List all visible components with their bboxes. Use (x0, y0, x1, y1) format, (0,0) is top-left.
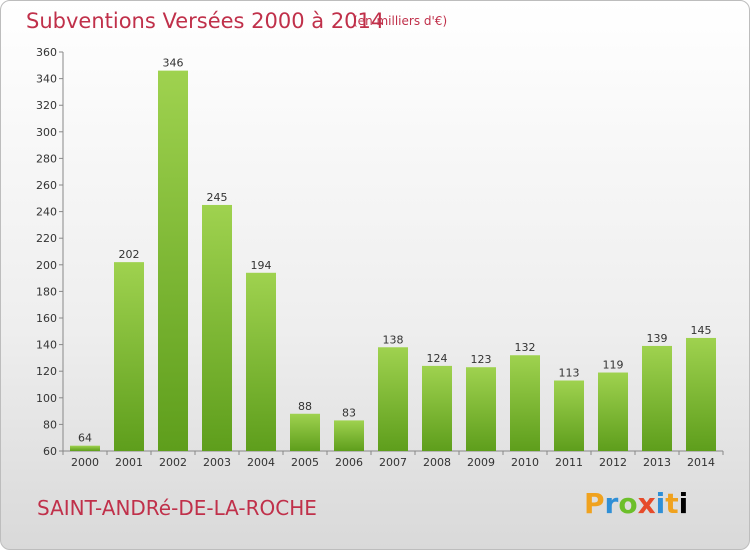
data-label: 139 (647, 332, 668, 345)
axes: 60 80 100 120 140 160 180 200 220 240 260 280 300 320… (36, 46, 724, 458)
bar (422, 365, 452, 451)
bar (466, 367, 496, 451)
y-tick-label: 220 (36, 232, 57, 245)
y-tick-label: 240 (36, 206, 57, 219)
x-tick-label: 2014 (687, 456, 715, 469)
bar (158, 70, 188, 452)
data-label: 145 (691, 324, 712, 337)
labels: 2000 64 2001 202 2002 346 2003 245 2004 194 2005 88… (71, 57, 715, 469)
bar (378, 347, 408, 451)
x-tick-label: 2005 (291, 456, 319, 469)
data-label: 119 (603, 359, 624, 372)
y-tick-label: 360 (36, 46, 57, 59)
bar (642, 345, 672, 451)
y-tick-label: 60 (43, 445, 57, 458)
bars (70, 70, 716, 452)
data-label: 346 (163, 57, 184, 70)
y-tick-label: 140 (36, 339, 57, 352)
bar (202, 204, 232, 451)
data-label: 194 (251, 259, 272, 272)
y-tick-label: 340 (36, 73, 57, 86)
y-tick-label: 260 (36, 179, 57, 192)
x-tick-label: 2002 (159, 456, 187, 469)
commune-name: SAINT-ANDRé-DE-LA-ROCHE (37, 496, 317, 520)
bar (554, 380, 584, 451)
bar (686, 337, 716, 451)
x-tick-label: 2004 (247, 456, 275, 469)
bar (334, 420, 364, 451)
x-tick-label: 2010 (511, 456, 539, 469)
x-tick-label: 2011 (555, 456, 583, 469)
data-label: 138 (383, 333, 404, 346)
bar (114, 262, 144, 451)
x-tick-label: 2006 (335, 456, 363, 469)
x-tick-label: 2013 (643, 456, 671, 469)
y-tick-label: 200 (36, 259, 57, 272)
data-label: 113 (559, 367, 580, 380)
data-label: 88 (298, 400, 312, 413)
y-tick-label: 180 (36, 285, 57, 298)
y-tick-label: 80 (43, 418, 57, 431)
y-tick-label: 280 (36, 152, 57, 165)
x-tick-label: 2001 (115, 456, 143, 469)
data-label: 132 (515, 341, 536, 354)
y-tick-label: 120 (36, 365, 57, 378)
data-label: 124 (427, 352, 448, 365)
y-tick-label: 160 (36, 312, 57, 325)
x-tick-label: 2003 (203, 456, 231, 469)
data-label: 83 (342, 406, 356, 419)
proxiti-logo: Proxiti (584, 487, 689, 520)
bar (290, 413, 320, 451)
y-tick-label: 100 (36, 392, 57, 405)
bar (598, 372, 628, 451)
x-tick-label: 2000 (71, 456, 99, 469)
x-tick-label: 2008 (423, 456, 451, 469)
bar (70, 445, 100, 451)
x-tick-label: 2009 (467, 456, 495, 469)
data-label: 245 (207, 191, 228, 204)
chart-title: Subventions Versées 2000 à 2014 (26, 9, 385, 33)
chart-subtitle: (en milliers d'€) (353, 14, 448, 28)
data-label: 64 (78, 432, 92, 445)
x-tick-label: 2012 (599, 456, 627, 469)
y-tick-label: 320 (36, 99, 57, 112)
y-tick-label: 300 (36, 126, 57, 139)
bar (246, 272, 276, 451)
data-label: 202 (119, 248, 140, 261)
bar (510, 355, 540, 451)
data-label: 123 (471, 353, 492, 366)
x-tick-label: 2007 (379, 456, 407, 469)
